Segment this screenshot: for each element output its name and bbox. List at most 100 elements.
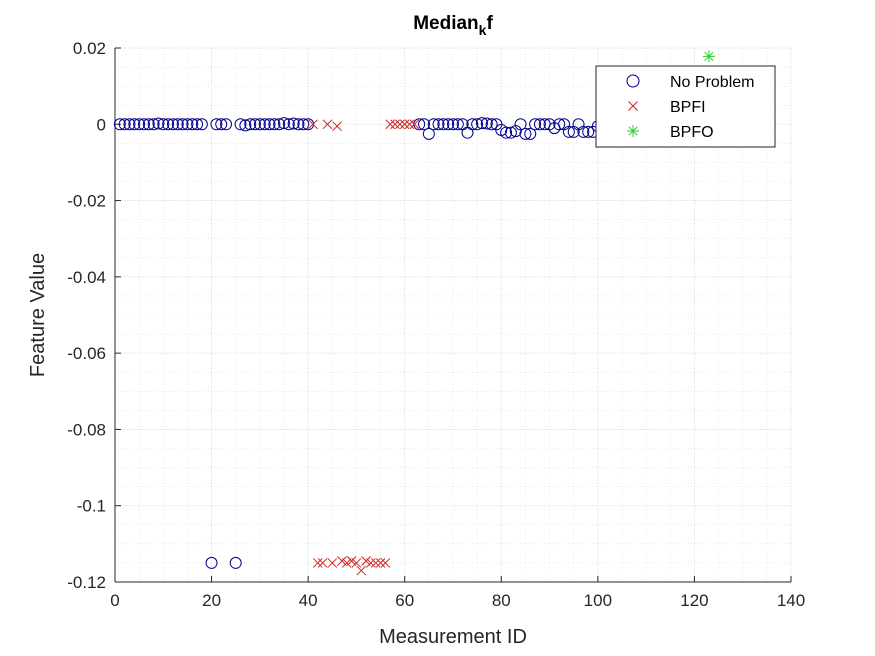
data-point-bpfi [346,556,357,566]
data-point-no-problem [582,125,595,138]
y-tick-label: -0.06 [67,344,106,363]
y-tick-label: 0 [97,115,106,134]
data-point-no-problem [432,118,445,131]
chart-title-main: Median [413,13,478,34]
data-point-no-problem [562,125,575,138]
data-point-no-problem [205,556,218,569]
data-point-no-problem [142,118,155,131]
data-point-no-problem [229,556,242,569]
data-point-no-problem [234,118,247,131]
y-tick-label: -0.1 [77,497,106,516]
y-tick-labels: 0.02 0 -0.02 -0.04 -0.06 -0.08 -0.1 -0.12 [67,39,106,592]
tick-marks [114,47,792,583]
data-point-no-problem [553,118,566,131]
data-point-bpfi [361,556,371,566]
data-point-bpfi [351,558,362,568]
data-point-no-problem [529,118,542,131]
chart-title-suffix: f [486,13,493,34]
data-point-bpfi [409,119,420,130]
data-point-no-problem [157,118,170,131]
data-point-no-problem [480,117,493,130]
y-tick-label: -0.12 [67,573,106,592]
data-point-bpfi [317,558,328,568]
data-point-no-problem [123,118,136,131]
data-point-no-problem [162,118,175,131]
data-point-no-problem [471,118,484,131]
data-point-no-problem [485,118,498,131]
data-point-bpfi [322,119,333,130]
data-point-bpfi [332,121,342,132]
data-point-no-problem [287,117,300,130]
data-point-bpfi [337,556,347,566]
data-point-no-problem [147,118,160,131]
x-tick-label: 60 [395,591,414,610]
chart-title-subscript: k [479,22,487,38]
data-point-no-problem [118,118,131,131]
y-tick-label: -0.02 [67,192,106,211]
data-point-no-problem [128,118,141,131]
data-point-no-problem [297,118,310,131]
data-point-no-problem [181,118,194,131]
data-point-no-problem [273,118,286,131]
data-point-bpfi [366,558,376,568]
data-point-no-problem [519,127,532,140]
data-point-no-problem [500,126,513,139]
data-point-no-problem [244,118,257,131]
data-point-no-problem [176,118,189,131]
data-point-bpfi [370,558,381,568]
data-point-no-problem [504,126,517,139]
legend-box [595,65,776,148]
data-point-no-problem [475,117,488,130]
data-point-no-problem [447,118,459,131]
x-axis-label: Measurement ID [379,626,527,648]
data-point-no-problem [249,118,262,131]
x-tick-label: 0 [110,591,119,610]
axes [114,48,791,583]
data-point-no-problem [152,117,165,130]
x-tick-label: 120 [680,591,708,610]
data-point-no-problem [577,125,590,138]
data-point-no-problem [514,118,527,131]
data-point-no-problem [268,118,281,131]
data-point-bpfo [702,50,715,63]
data-point-no-problem [466,118,479,131]
y-axis-label: Feature Value [27,253,49,377]
data-point-no-problem [171,118,184,131]
y-tick-label: 0.02 [73,39,106,58]
data-point-bpfi [312,558,323,568]
data-point-no-problem [418,118,431,131]
legend-entry-no-problem: No Problem [626,74,754,91]
data-point-no-problem [533,118,546,131]
data-point-bpfi [356,565,367,576]
x-tick-labels: 0 20 40 60 80 100 120 140 [110,591,805,610]
legend-label-bpfi: BPFI [670,99,706,116]
x-tick-label: 140 [777,591,805,610]
data-point-no-problem [524,127,537,140]
data-point-bpfi [399,119,410,130]
legend: No Problem BPFI BPFO [595,65,776,148]
data-point-no-problem [239,119,252,132]
data-point-no-problem [442,118,455,131]
data-point-no-problem [292,118,305,131]
data-point-bpfi [327,558,338,568]
data-point-bpfi [308,119,318,130]
data-point-no-problem [191,118,204,131]
legend-label-bpfo: BPFO [670,124,714,141]
data-point-no-problem [258,118,271,131]
data-point-bpfi [395,119,405,130]
x-tick-label: 40 [299,591,318,610]
data-point-no-problem [210,118,223,131]
x-tick-label: 80 [492,591,511,610]
data-point-no-problem [186,118,199,131]
data-point-no-problem [437,118,450,131]
data-point-no-problem [278,117,290,130]
data-point-no-problem [220,118,233,131]
data-point-no-problem [253,118,266,131]
legend-x-marker-icon [628,101,638,111]
minor-grid [115,48,791,582]
data-point-bpfi [390,119,400,130]
x-tick-label: 100 [584,591,612,610]
legend-circle-marker-icon [626,74,640,88]
legend-asterisk-marker-icon [627,125,639,137]
